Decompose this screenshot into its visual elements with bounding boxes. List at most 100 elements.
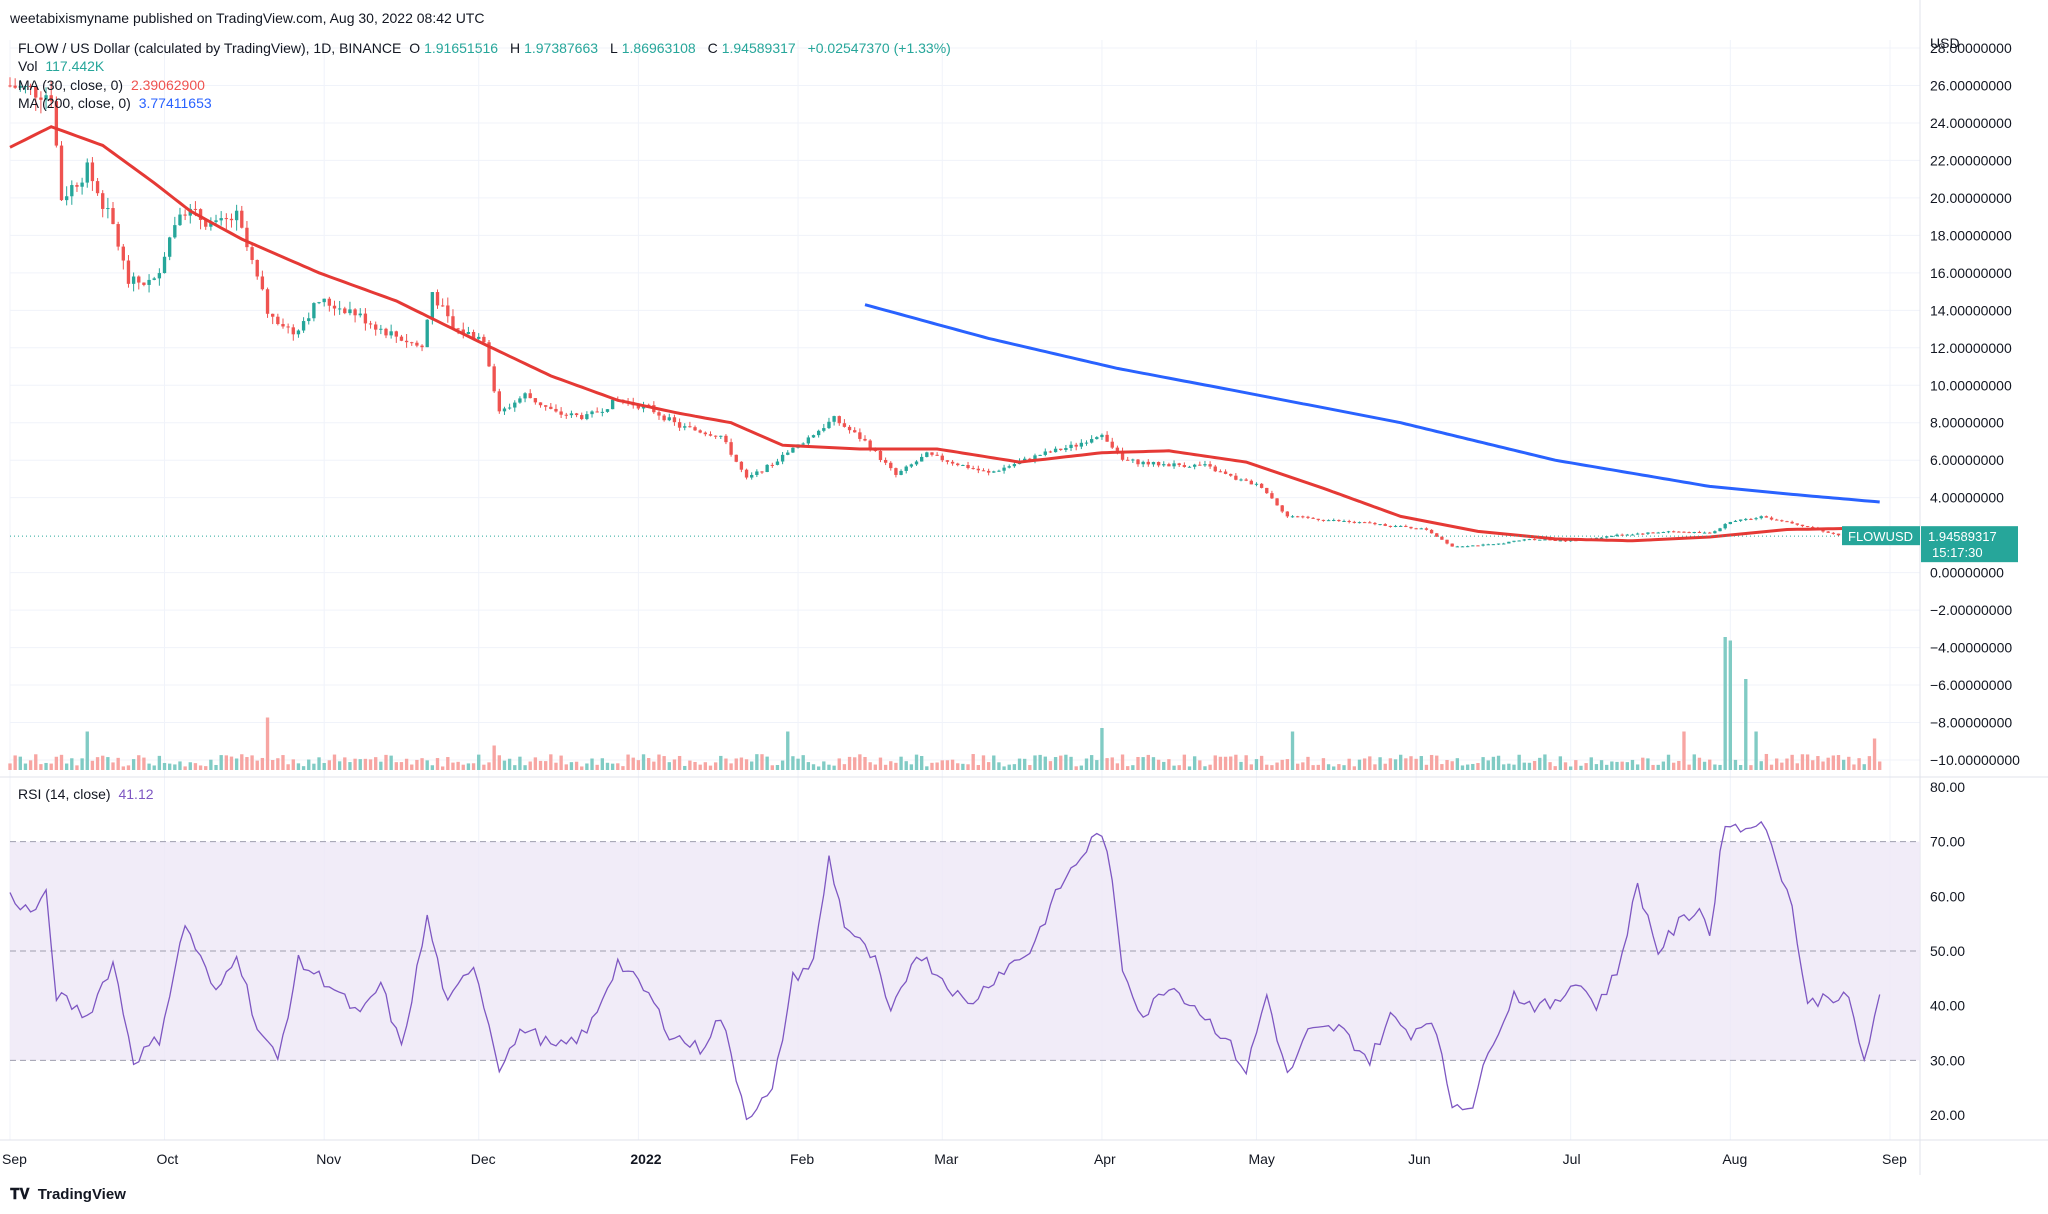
candle-body	[1414, 528, 1418, 530]
volume-bar	[399, 762, 404, 770]
volume-bar	[1538, 757, 1542, 770]
volume-bar	[1151, 757, 1156, 770]
candle-body	[1136, 459, 1140, 465]
candle-body	[296, 330, 301, 335]
volume-bar	[698, 764, 702, 770]
volume-bar	[739, 757, 744, 770]
volume-bar	[183, 766, 187, 770]
volume-bar	[760, 754, 764, 770]
candle-body	[585, 414, 589, 420]
volume-bar	[1522, 762, 1526, 770]
candle-body	[1635, 533, 1640, 535]
volume-bar	[34, 754, 38, 770]
candle-body	[1306, 516, 1310, 518]
brand-label: TradingView	[37, 1186, 126, 1203]
candle-body	[574, 413, 579, 416]
candle-body	[549, 406, 553, 409]
rsi-tick-label: 50.00	[1930, 943, 1965, 959]
volume-bar	[842, 764, 847, 770]
volume-bar	[384, 754, 388, 770]
candle-body	[435, 292, 440, 306]
volume-bar	[1635, 764, 1640, 770]
volume-bar	[1167, 759, 1171, 770]
candle-body	[44, 95, 48, 100]
candle-body	[863, 438, 867, 441]
volume-label: Vol	[18, 58, 38, 74]
candle-body	[719, 435, 723, 437]
time-tick-label: Feb	[790, 1151, 814, 1167]
candle-body	[842, 423, 847, 427]
volume-bar	[1033, 755, 1037, 770]
candle-body	[1095, 437, 1099, 440]
volume-bar	[1605, 764, 1609, 770]
volume-bar	[363, 758, 368, 770]
volume-bar	[1455, 758, 1460, 770]
candle-body	[806, 437, 811, 444]
candle-body	[281, 324, 285, 327]
time-tick-label: Jul	[1563, 1151, 1581, 1167]
volume-bar	[430, 765, 435, 770]
candle-body	[1795, 523, 1799, 525]
time-tick-label: Mar	[934, 1151, 958, 1167]
volume-bar	[1759, 761, 1763, 770]
volume-bar	[1208, 764, 1212, 770]
candle-body	[1656, 532, 1660, 534]
tradingview-brand[interactable]: 𝐓𝐕 TradingView	[10, 1186, 126, 1203]
volume-bar	[1723, 637, 1727, 770]
candle-body	[152, 278, 156, 280]
volume-bar	[1218, 756, 1223, 770]
volume-bar	[446, 757, 450, 770]
volume-bar	[1429, 754, 1434, 770]
volume-bar	[1630, 759, 1635, 770]
candle-body	[950, 461, 955, 464]
volume-bar	[574, 761, 579, 770]
candle-body	[554, 408, 558, 412]
candle-body	[894, 468, 898, 475]
price-tick-label: −4.00000000	[1930, 640, 2012, 656]
volume-bar	[719, 755, 723, 770]
candle-body	[580, 415, 584, 420]
volume-bar	[1069, 756, 1073, 770]
candle-body	[811, 435, 816, 438]
volume-bar	[523, 765, 527, 770]
volume-bar	[126, 765, 131, 770]
volume-bar	[657, 754, 661, 770]
volume-bar	[1496, 755, 1501, 770]
candle-body	[600, 411, 605, 413]
candle-body	[1332, 519, 1336, 521]
volume-bar	[1589, 757, 1593, 770]
candle-body	[1728, 521, 1733, 525]
price-tick-label: −8.00000000	[1930, 715, 2012, 731]
volume-bar	[1229, 756, 1233, 770]
volume-bar	[1053, 757, 1058, 770]
last-price-badge	[1921, 526, 2018, 563]
candle-body	[80, 182, 84, 187]
volume-bar	[1254, 759, 1259, 770]
volume-bar	[945, 760, 950, 770]
price-tick-label: −6.00000000	[1930, 677, 2012, 693]
volume-bar	[1852, 764, 1856, 770]
volume-bar	[1105, 758, 1109, 770]
candle-body	[1311, 517, 1315, 519]
volume-bar	[677, 755, 682, 770]
candle-body	[1265, 487, 1269, 494]
volume-bar	[1543, 754, 1547, 770]
volume-bar	[1666, 754, 1671, 770]
volume-bar	[276, 758, 280, 770]
candle-body	[229, 218, 234, 221]
volume-bar	[513, 765, 517, 770]
candle-body	[1543, 539, 1547, 541]
candle-body	[265, 289, 270, 314]
volume-bar	[332, 754, 337, 770]
volume-bar	[167, 763, 172, 770]
volume-bar	[1131, 765, 1135, 770]
volume-bar	[1038, 754, 1042, 770]
volume-bar	[75, 765, 79, 770]
volume-bar	[1821, 761, 1825, 770]
candle-body	[1553, 540, 1557, 542]
candle-body	[8, 85, 12, 87]
candle-body	[1290, 516, 1295, 518]
volume-bar	[1826, 757, 1830, 770]
rsi-tick-label: 30.00	[1930, 1052, 1965, 1068]
